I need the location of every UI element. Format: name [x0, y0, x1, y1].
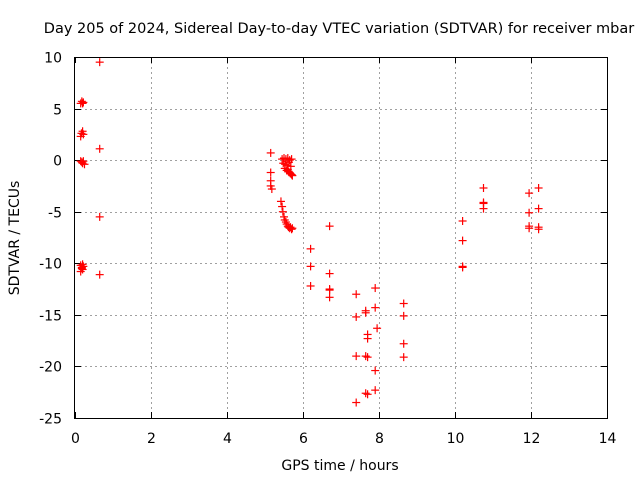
data-point — [287, 225, 296, 234]
data-point — [79, 98, 88, 107]
data-point — [458, 216, 467, 225]
y-tick-label: 10 — [44, 51, 62, 67]
data-point — [79, 262, 88, 271]
data-point — [525, 208, 534, 217]
x-tick-label: 8 — [375, 431, 384, 447]
data-point — [479, 198, 488, 207]
data-point — [352, 398, 361, 407]
data-point — [77, 97, 86, 106]
x-tick-label: 6 — [299, 431, 308, 447]
data-point — [78, 159, 87, 168]
data-point — [361, 308, 370, 317]
data-point — [458, 236, 467, 245]
data-point — [534, 183, 543, 192]
data-point — [363, 390, 372, 399]
data-point — [95, 144, 104, 153]
data-point — [95, 212, 104, 221]
plot-frame — [74, 57, 608, 419]
data-point — [95, 270, 104, 279]
data-point — [534, 204, 543, 213]
data-point — [352, 312, 361, 321]
data-point — [77, 129, 86, 138]
chart-title: Day 205 of 2024, Sidereal Day-to-day VTE… — [44, 21, 634, 37]
data-point — [363, 353, 372, 362]
data-point — [525, 189, 534, 198]
y-axis-label: SDTVAR / TECUs — [7, 181, 23, 296]
data-point — [363, 334, 372, 343]
x-axis-label: GPS time / hours — [281, 458, 398, 474]
x-tick-label: 10 — [447, 431, 465, 447]
data-point — [286, 223, 295, 232]
data-point — [352, 290, 361, 299]
data-point — [283, 154, 292, 163]
data-point — [276, 197, 285, 206]
x-tick-label: 14 — [599, 431, 617, 447]
data-point — [352, 352, 361, 361]
data-point — [361, 389, 370, 398]
y-tick-label: -20 — [39, 360, 62, 376]
data-point — [267, 185, 276, 194]
y-tick-labels: 10 5 0 -5 -10 -15 -20 -25 — [39, 51, 62, 428]
data-point — [306, 244, 315, 253]
data-point — [371, 303, 380, 312]
data-point — [399, 353, 408, 362]
data-point — [525, 224, 534, 233]
data-point — [371, 386, 380, 395]
data-point — [479, 183, 488, 192]
data-point — [287, 170, 296, 179]
data-point — [279, 159, 288, 168]
data-point — [95, 58, 104, 67]
data-point — [285, 156, 294, 165]
data-point — [399, 299, 408, 308]
y-tick-label: -15 — [39, 309, 62, 325]
data-point — [325, 269, 334, 278]
data-point — [78, 260, 87, 269]
data-point — [280, 215, 289, 224]
x-tick-labels: 0 2 4 6 8 10 12 14 — [71, 431, 616, 447]
x-tick-label: 4 — [223, 431, 232, 447]
data-point — [281, 218, 290, 227]
axis-ticks — [75, 57, 608, 419]
data-point — [78, 99, 87, 108]
x-tick-label: 0 — [71, 431, 80, 447]
x-tick-label: 12 — [523, 431, 541, 447]
data-point — [266, 148, 275, 157]
data-point — [278, 202, 287, 211]
data-point — [306, 262, 315, 271]
data-point — [266, 168, 275, 177]
data-point — [285, 168, 294, 177]
data-point — [306, 281, 315, 290]
data-point — [286, 169, 295, 178]
data-point — [284, 158, 293, 167]
data-point — [373, 324, 382, 333]
data-point — [534, 225, 543, 234]
data-point — [361, 352, 370, 361]
data-point — [399, 311, 408, 320]
data-point — [288, 224, 297, 233]
data-point — [325, 222, 334, 231]
data-point — [76, 267, 85, 276]
data-point — [371, 284, 380, 293]
y-tick-label: -25 — [39, 412, 62, 428]
data-point — [325, 293, 334, 302]
data-point — [458, 263, 467, 272]
data-point — [399, 339, 408, 348]
data-point — [278, 207, 287, 216]
y-tick-label: -10 — [39, 257, 62, 273]
data-point — [80, 160, 89, 169]
data-point — [371, 366, 380, 375]
grid-lines — [75, 57, 607, 418]
data-point — [79, 130, 88, 139]
data-points — [76, 58, 543, 407]
y-tick-label: 0 — [53, 154, 62, 170]
data-point — [325, 285, 334, 294]
y-tick-label: 5 — [53, 103, 62, 119]
y-tick-label: -5 — [48, 206, 62, 222]
x-tick-label: 2 — [147, 431, 156, 447]
